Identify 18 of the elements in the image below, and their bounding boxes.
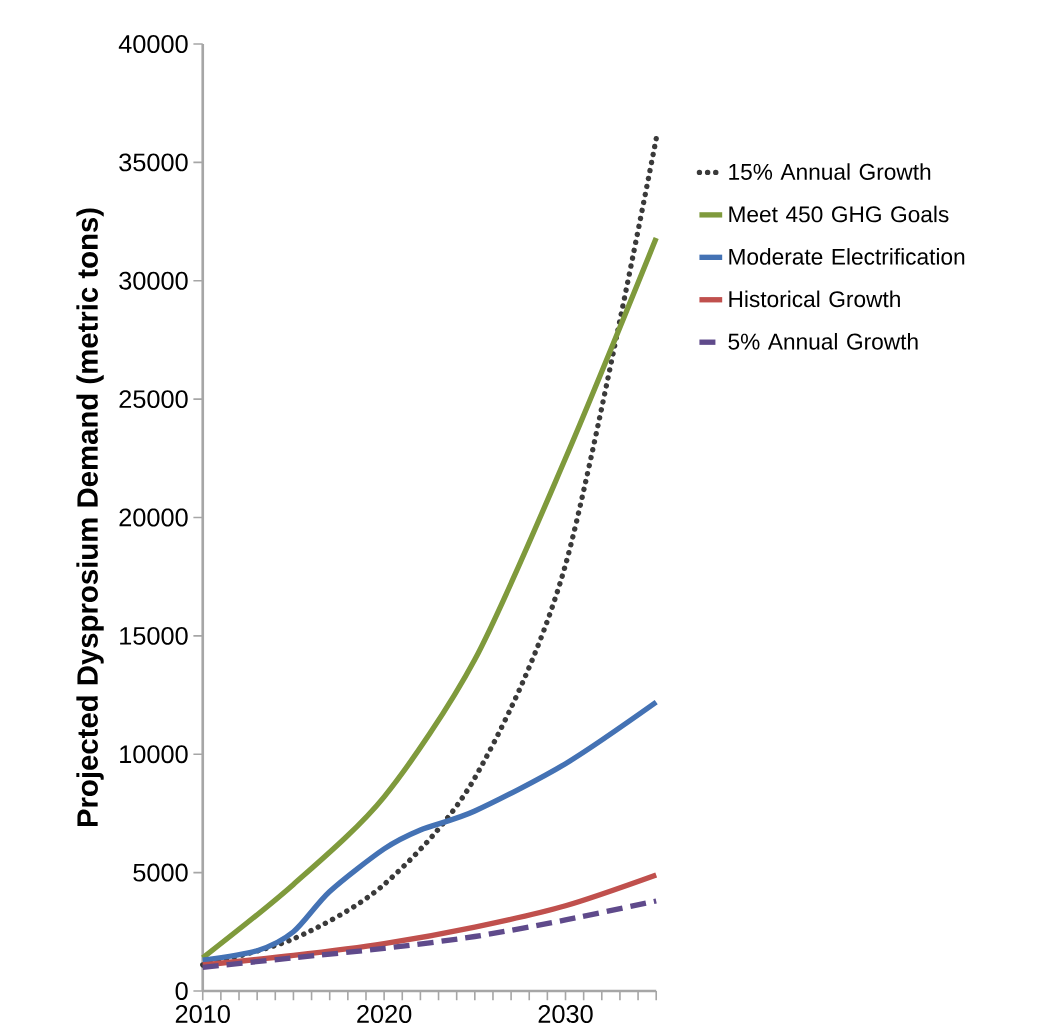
y-tick-label: 25000 [119, 390, 188, 409]
y-tick-label: 10000 [120, 745, 188, 764]
x-tick-label: 2010 [175, 1005, 230, 1024]
y-tick-label: 30000 [119, 271, 188, 290]
legend-label: Moderate Electrification [729, 248, 965, 265]
y-tick-label: 5000 [133, 863, 188, 882]
legend-label: Meet 450 GHG Goals [729, 205, 949, 223]
legend-label: Historical Growth [729, 290, 900, 308]
y-axis-title: Projected Dysprosium Demand (metric tons) [76, 208, 104, 827]
x-tick-label: 2020 [357, 1005, 412, 1024]
y-tick-label: 35000 [119, 153, 188, 172]
x-tick-label: 2030 [538, 1005, 593, 1024]
legend-label: 5% Annual Growth [728, 333, 918, 350]
y-tick-label: 0 [175, 982, 188, 1001]
y-tick-label: 15000 [120, 627, 188, 645]
legend-label: 15% Annual Growth [729, 163, 931, 181]
y-tick-label: 40000 [118, 35, 188, 54]
y-tick-label: 20000 [119, 508, 188, 527]
